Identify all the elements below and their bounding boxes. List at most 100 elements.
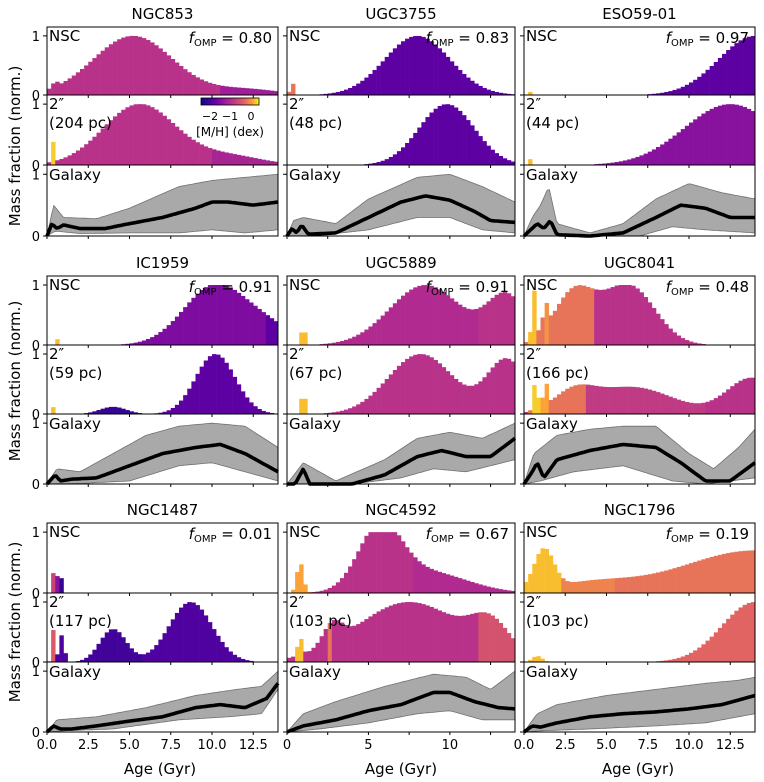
histogram-bar: [158, 639, 163, 662]
histogram-bar: [319, 636, 324, 662]
galaxy-frame: [286, 164, 516, 237]
histogram-bar: [437, 106, 443, 165]
histogram-bar: [610, 287, 616, 345]
histogram-bar: [490, 90, 495, 95]
histogram-bar: [51, 141, 56, 165]
histogram-bar: [137, 36, 143, 95]
histogram-bar: [664, 92, 669, 95]
nsc-label: NSC: [49, 27, 80, 45]
histogram-bar: [104, 47, 110, 95]
histogram-bar: [656, 572, 661, 593]
two-arcsec-label: 2″: [526, 95, 542, 113]
histogram-bar: [441, 612, 447, 662]
histogram-bar: [352, 625, 357, 662]
histogram-bar: [437, 289, 443, 345]
histogram-bar: [315, 591, 320, 593]
histogram-bar: [146, 338, 151, 345]
histogram-bar: [631, 158, 636, 165]
nsc-label: NSC: [526, 27, 557, 45]
histogram-bar: [689, 652, 694, 662]
histogram-bar: [498, 92, 504, 95]
histogram-bar: [413, 354, 418, 414]
histogram-bar: [108, 406, 114, 414]
x-tick-label: 5.0: [596, 738, 617, 753]
histogram-bar: [216, 150, 221, 165]
histogram-bar: [494, 91, 500, 95]
histogram-bar: [166, 55, 172, 95]
histogram-bar: [544, 383, 550, 414]
histogram-bar: [750, 377, 756, 414]
histogram-bar: [331, 585, 337, 593]
y-tick-label: 0: [32, 408, 40, 423]
histogram-bar: [71, 153, 77, 165]
histogram-bar: [726, 389, 731, 414]
histogram-bar: [257, 89, 262, 95]
histogram-bar: [441, 367, 447, 414]
histogram-bar: [676, 657, 682, 662]
histogram-bar: [717, 627, 723, 662]
histogram-bar: [486, 89, 491, 95]
histogram-bar: [577, 384, 583, 414]
histogram-bar: [470, 582, 475, 593]
histogram-bar: [676, 132, 682, 165]
histogram-bar: [360, 621, 365, 662]
histogram-bar: [360, 80, 365, 95]
aperture-label: (204 pc): [49, 114, 112, 132]
histogram-bar: [693, 119, 698, 165]
histogram-bar: [96, 410, 101, 414]
histogram-bar: [594, 289, 599, 345]
histogram-bar: [59, 578, 64, 593]
histogram-bar: [203, 615, 209, 662]
histogram-bar: [413, 557, 418, 593]
two-arcsec-label: 2″: [49, 593, 65, 611]
histogram-bar: [236, 154, 242, 165]
histogram-bar: [614, 162, 620, 165]
histogram-bar: [396, 603, 402, 662]
histogram-bar: [494, 362, 500, 414]
histogram-bar: [742, 107, 748, 165]
histogram-bar: [265, 90, 271, 95]
histogram-bar: [502, 93, 508, 95]
histogram-bar: [701, 559, 706, 593]
histogram-bar: [199, 609, 205, 662]
histogram-bar: [486, 145, 491, 165]
histogram-bar: [705, 401, 710, 414]
histogram-bar: [722, 104, 727, 165]
histogram-bar: [697, 116, 702, 165]
histogram-bar: [486, 613, 491, 662]
histogram-bar: [453, 301, 459, 345]
histogram-bar: [327, 93, 333, 95]
histogram-bar: [228, 651, 233, 662]
y-tick-label: 1: [32, 596, 40, 611]
histogram-bar: [236, 87, 242, 95]
histogram-bar: [482, 87, 487, 95]
histogram-bar: [401, 362, 406, 414]
histogram-bar: [348, 408, 353, 414]
histogram-bar: [396, 535, 402, 593]
histogram-bar: [174, 316, 180, 345]
histogram-bar: [71, 75, 77, 95]
histogram-bar: [96, 132, 101, 165]
histogram-bar: [506, 293, 512, 345]
histogram-bar: [610, 387, 616, 414]
histogram-bar: [490, 587, 495, 593]
histogram-bar: [425, 566, 430, 593]
histogram-bar: [421, 564, 426, 593]
nsc-label: NSC: [526, 276, 557, 294]
aperture-label: (166 pc): [526, 364, 589, 382]
histogram-bar: [183, 133, 188, 165]
histogram-bar: [651, 573, 657, 593]
histogram-bar: [319, 590, 324, 593]
histogram-bar: [722, 53, 727, 95]
histogram-bar: [474, 83, 479, 95]
histogram-bar: [486, 301, 491, 345]
colorbar-tick-3: 0: [248, 110, 255, 123]
histogram-bar: [635, 576, 640, 593]
histogram-bar: [100, 50, 106, 95]
histogram-bar: [55, 339, 60, 345]
y-tick-label: 0: [32, 587, 40, 602]
histogram-bar: [207, 356, 213, 414]
histogram-bar: [458, 382, 463, 414]
histogram-bar: [236, 657, 242, 662]
panel-ugc8041: UGC8041 NSC fOMP = 0.48 2″(166 pc) Galaxy: [520, 254, 757, 487]
